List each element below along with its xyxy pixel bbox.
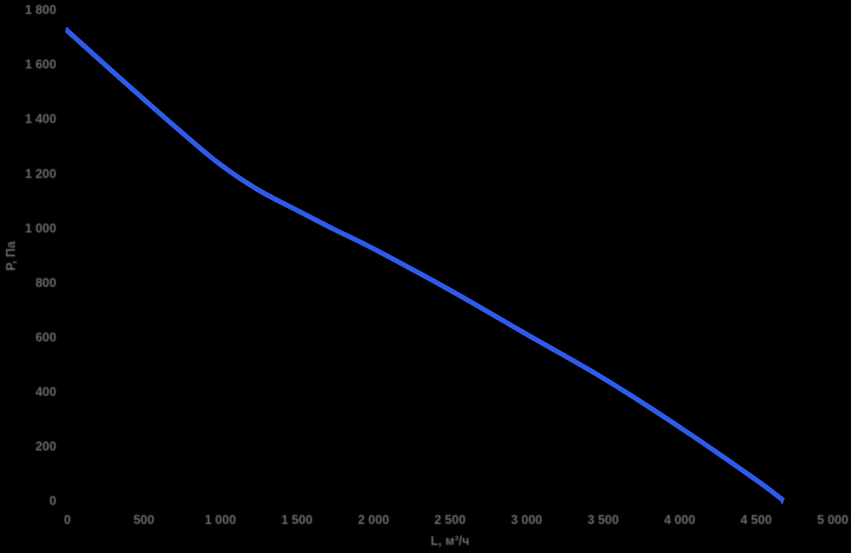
svg-text:800: 800 xyxy=(35,276,56,290)
svg-text:3 000: 3 000 xyxy=(511,513,542,527)
svg-text:400: 400 xyxy=(35,385,56,399)
svg-text:1 200: 1 200 xyxy=(25,167,56,181)
svg-text:600: 600 xyxy=(35,330,56,344)
svg-text:4 000: 4 000 xyxy=(664,513,695,527)
svg-text:3 500: 3 500 xyxy=(588,513,619,527)
svg-text:1 000: 1 000 xyxy=(205,513,236,527)
svg-text:2 000: 2 000 xyxy=(358,513,389,527)
svg-text:5 000: 5 000 xyxy=(817,513,848,527)
svg-text:1 500: 1 500 xyxy=(281,513,312,527)
svg-text:1 800: 1 800 xyxy=(25,3,56,17)
svg-text:500: 500 xyxy=(133,513,154,527)
svg-text:4 500: 4 500 xyxy=(741,513,772,527)
svg-text:2 500: 2 500 xyxy=(434,513,465,527)
svg-text:Р, Па: Р, Па xyxy=(4,240,18,271)
svg-text:0: 0 xyxy=(49,494,56,508)
svg-text:200: 200 xyxy=(35,440,56,454)
svg-text:0: 0 xyxy=(64,513,71,527)
svg-text:1 000: 1 000 xyxy=(25,221,56,235)
svg-text:L, м³/ч: L, м³/ч xyxy=(431,534,470,548)
svg-text:1 400: 1 400 xyxy=(25,112,56,126)
svg-text:1 600: 1 600 xyxy=(25,58,56,72)
